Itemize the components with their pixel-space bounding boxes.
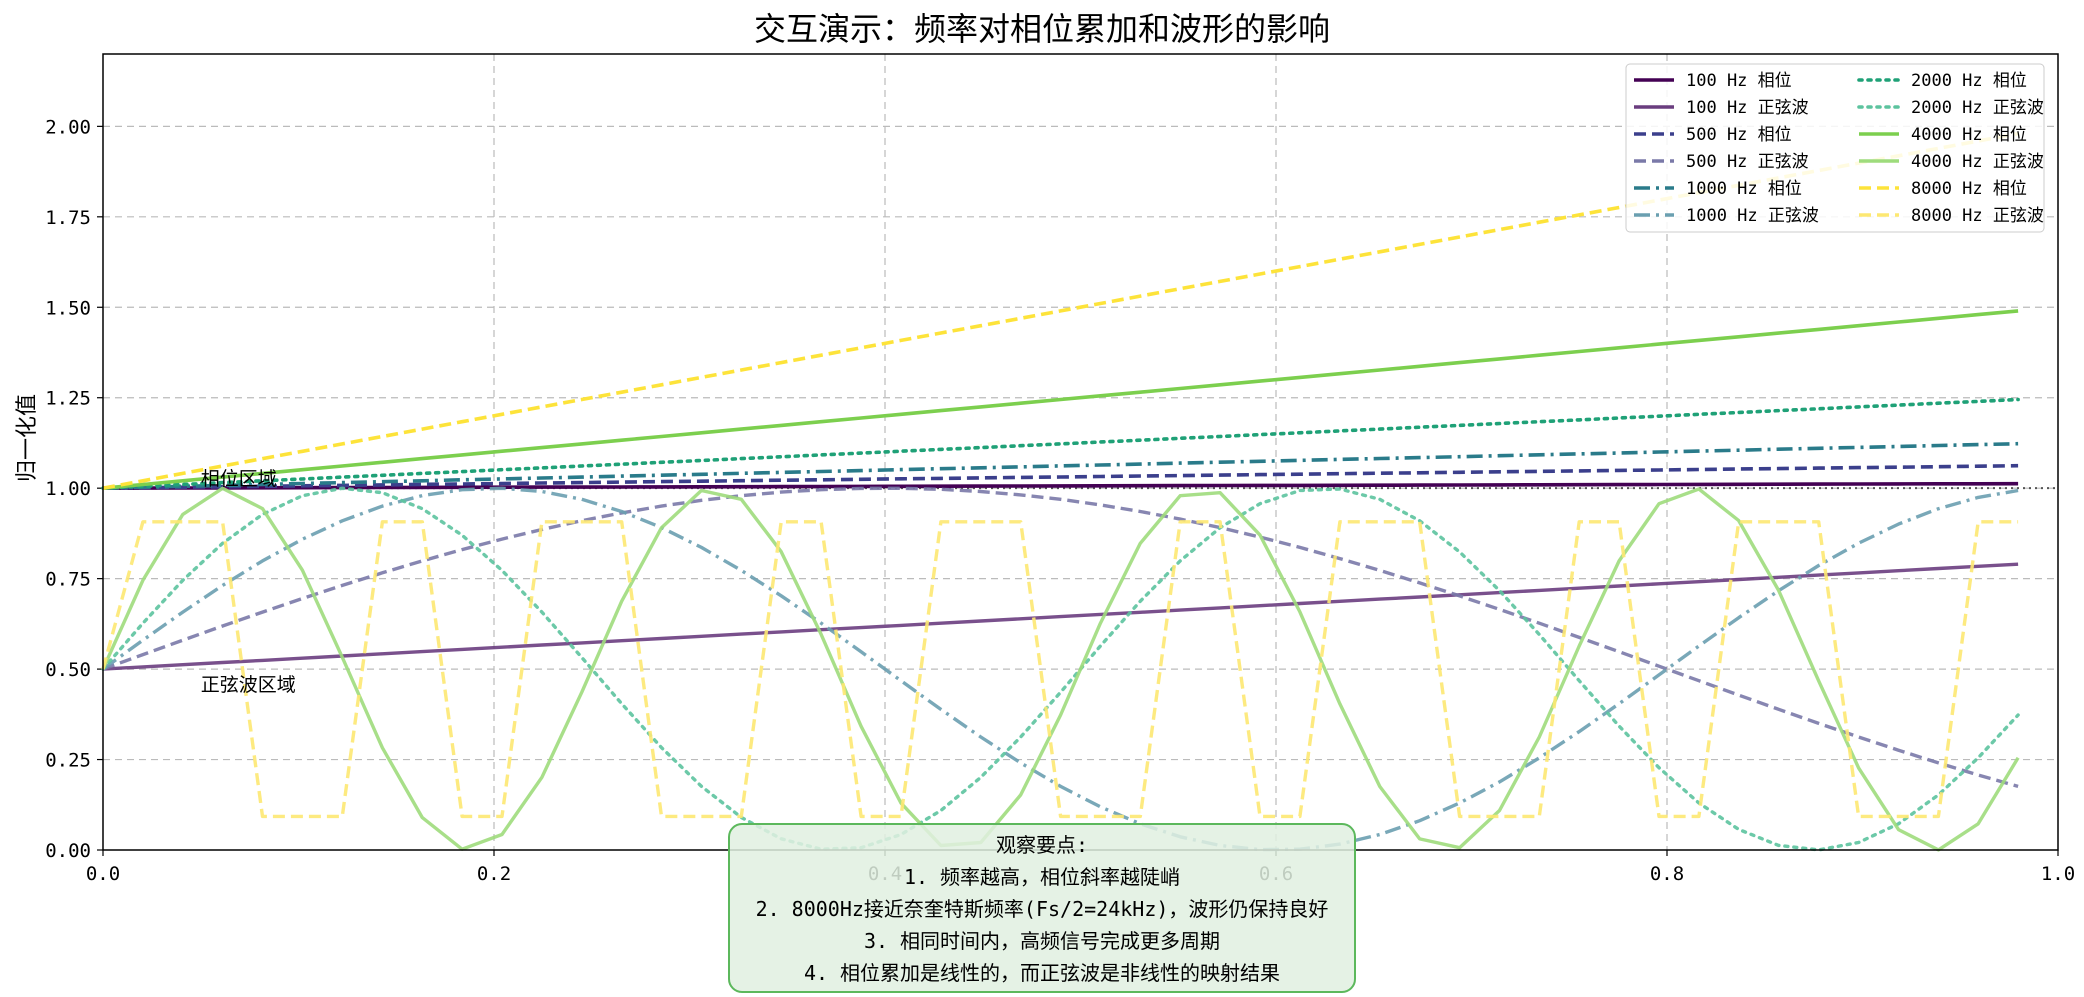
y-tick-label: 2.00	[45, 116, 91, 138]
series-line-11	[101, 520, 2019, 819]
x-tick-label: 1.0	[2041, 863, 2075, 885]
y-tick-label: 1.00	[45, 478, 91, 500]
y-tick-label: 1.25	[45, 388, 91, 410]
series-line-4	[102, 441, 2019, 490]
x-tick-label: 0.8	[1650, 863, 1684, 885]
legend-label: 4000 Hz 相位	[1911, 125, 2027, 145]
legend-box	[1625, 63, 2045, 233]
y-tick-label: 1.75	[45, 207, 91, 229]
series-line-2	[102, 463, 2019, 490]
legend-label: 1000 Hz 相位	[1686, 179, 1802, 199]
series-line-8	[102, 309, 2019, 490]
notes-line-1: 1. 频率越高，相位斜率越陡峭	[903, 865, 1181, 889]
y-tick-label: 0.75	[45, 569, 91, 591]
series-lines	[101, 131, 2058, 852]
chart-title: 交互演示：频率对相位累加和波形的影响	[754, 10, 1330, 48]
region-annotation: 正弦波区域	[201, 674, 296, 696]
legend-label: 8000 Hz 相位	[1911, 179, 2027, 199]
legend-label: 100 Hz 相位	[1686, 71, 1792, 91]
legend-label: 1000 Hz 正弦波	[1686, 206, 1819, 226]
notes-line-3: 3. 相同时间内，高频信号完成更多周期	[863, 929, 1221, 953]
series-line-6	[101, 397, 2020, 490]
notes-line-2: 2. 8000Hz接近奈奎特斯频率(Fs/2=24kHz)，波形仍保持良好	[755, 897, 1329, 921]
legend-label: 500 Hz 正弦波	[1686, 152, 1809, 172]
legend: 100 Hz 相位 100 Hz 正弦波 500 Hz 相位 500 Hz 正弦波 10…	[1625, 63, 2045, 233]
series-line-0	[102, 481, 2019, 490]
y-axis-label: 归一化值	[15, 394, 40, 482]
y-tick-label: 0.00	[45, 840, 91, 862]
legend-label: 2000 Hz 正弦波	[1911, 98, 2044, 118]
x-tick-label: 0.2	[477, 863, 511, 885]
series-line-9	[101, 486, 2020, 852]
legend-label: 4000 Hz 正弦波	[1911, 152, 2044, 172]
y-tick-label: 0.50	[45, 659, 91, 681]
x-tick-label: 0.0	[86, 863, 120, 885]
series-line-3	[102, 486, 2019, 789]
legend-label: 8000 Hz 正弦波	[1911, 206, 2044, 226]
region-annotation: 相位区域	[201, 468, 277, 490]
series-line-5	[102, 486, 2019, 852]
legend-label: 100 Hz 正弦波	[1686, 98, 1809, 118]
legend-label: 2000 Hz 相位	[1911, 71, 2027, 91]
y-tick-label: 0.25	[45, 750, 91, 772]
series-line-7	[101, 486, 2020, 852]
notes-line-4: 4. 相位累加是线性的，而正弦波是非线性的映射结果	[803, 961, 1281, 985]
legend-label: 500 Hz 相位	[1686, 125, 1792, 145]
y-tick-label: 1.50	[45, 297, 91, 319]
notes-heading: 观察要点:	[995, 833, 1089, 857]
series-line-1	[102, 562, 2019, 671]
observation-notes-box: 观察要点: 1. 频率越高，相位斜率越陡峭 2. 8000Hz接近奈奎特斯频率(…	[728, 823, 1356, 993]
